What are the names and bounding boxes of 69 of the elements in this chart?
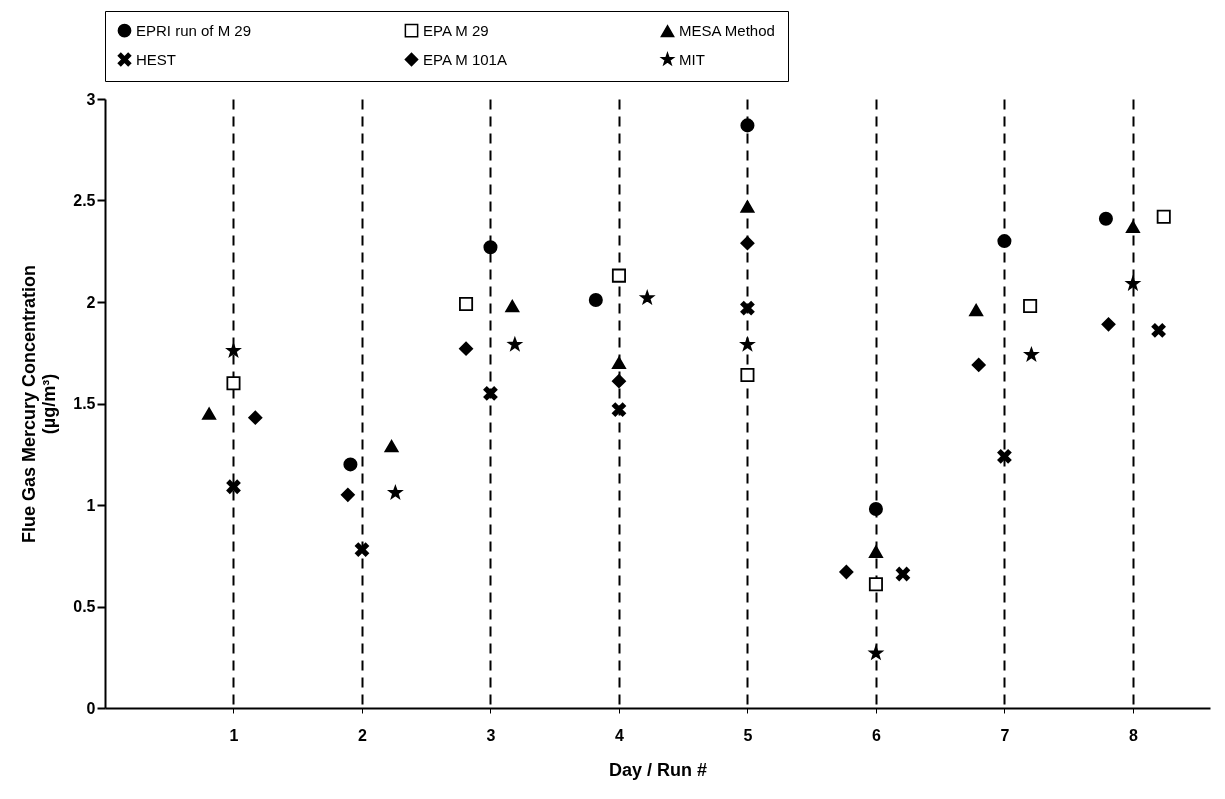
y-tick-label: 2.5	[73, 192, 96, 209]
y-tick-label: 2	[86, 293, 96, 311]
legend-label: MIT	[679, 50, 705, 68]
point	[226, 343, 241, 357]
point	[611, 402, 626, 417]
point	[869, 646, 883, 660]
point	[483, 240, 498, 255]
point	[459, 297, 474, 312]
x-tick-label: 7	[1000, 726, 1010, 744]
point	[248, 410, 263, 425]
x-tick-label: 5	[743, 726, 753, 744]
y-tick-label: 0.5	[73, 598, 96, 615]
point	[971, 357, 986, 372]
x-tick-label: 8	[1128, 726, 1138, 744]
point	[505, 299, 520, 313]
point	[740, 368, 755, 383]
point	[202, 407, 217, 420]
point	[1126, 276, 1140, 290]
point	[343, 457, 358, 472]
point	[868, 502, 883, 517]
x-tick-label: 4	[615, 726, 624, 744]
point	[483, 386, 498, 401]
point	[1156, 209, 1171, 224]
y-tick-label: 3	[86, 90, 96, 108]
point	[1024, 347, 1039, 361]
x-tick-label: 6	[871, 726, 881, 744]
x-tick-label: 2	[358, 726, 368, 744]
point	[588, 292, 603, 307]
point	[997, 234, 1012, 249]
y-tick-label: 0	[86, 699, 96, 717]
point	[354, 542, 369, 557]
point	[740, 337, 755, 351]
point	[611, 356, 626, 370]
point	[969, 303, 984, 317]
legend-label: EPA M 101A	[423, 50, 507, 68]
point	[459, 341, 474, 356]
x-tick-label: 3	[486, 726, 496, 744]
point	[1125, 220, 1140, 234]
point	[611, 268, 626, 283]
point	[895, 567, 910, 582]
y-axis-title: Flue Gas Mercury Concentration (µg/m³)	[19, 264, 60, 544]
point	[740, 200, 755, 213]
legend-label: EPA M 29	[423, 21, 489, 39]
legend-label: HEST	[136, 50, 177, 68]
point	[1151, 323, 1166, 338]
x-axis-title: Day / Run #	[608, 759, 708, 780]
point	[226, 479, 241, 494]
point	[388, 485, 403, 499]
point	[611, 374, 626, 389]
point	[508, 337, 522, 351]
y-tick-label: 1.5	[73, 395, 96, 412]
point	[839, 564, 854, 580]
point	[1023, 299, 1038, 314]
point	[868, 545, 883, 558]
point	[384, 439, 399, 453]
point	[740, 301, 755, 316]
legend-label: MESA Method	[679, 22, 775, 40]
point	[640, 290, 654, 304]
point	[997, 449, 1012, 464]
point	[340, 487, 355, 502]
x-tick-label: 1	[229, 726, 239, 744]
point	[740, 118, 755, 133]
legend-label: EPRI run of M 29	[136, 21, 252, 39]
y-tick-label: 1	[86, 496, 96, 514]
point	[1101, 317, 1116, 332]
point	[1098, 211, 1113, 226]
point	[740, 236, 755, 251]
point	[868, 577, 883, 592]
point	[226, 376, 241, 391]
